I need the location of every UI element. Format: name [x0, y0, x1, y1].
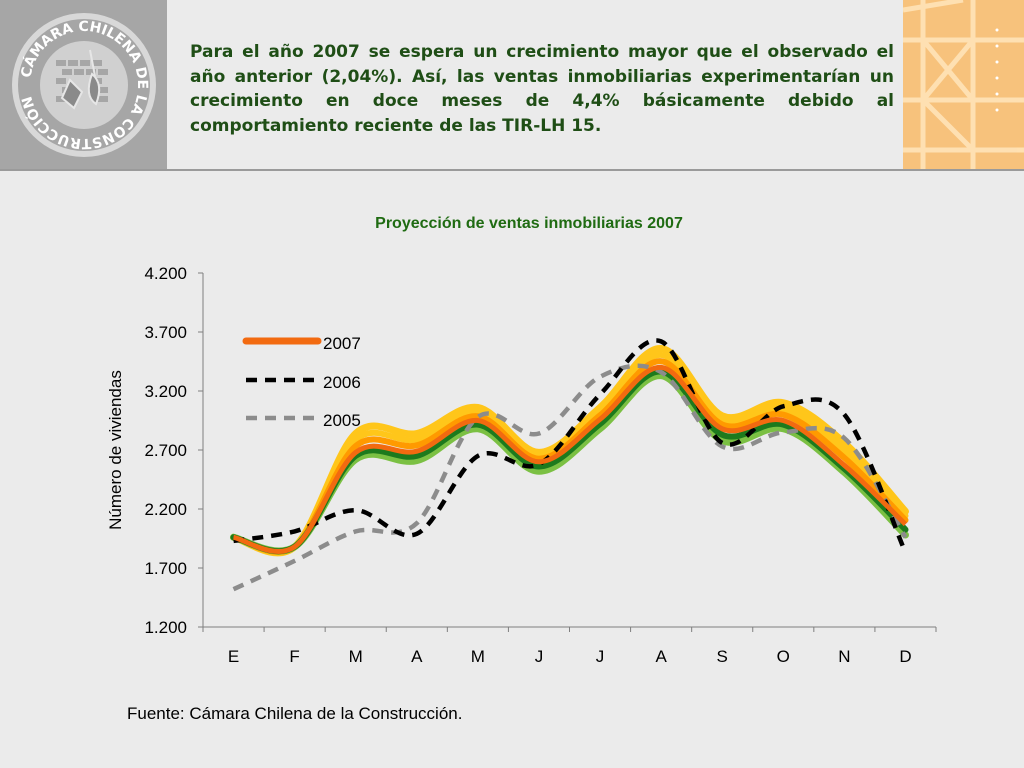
x-tick-label: E [228, 647, 239, 666]
x-tick-label: D [899, 647, 911, 666]
x-tick-label: N [838, 647, 850, 666]
series-line-2005 [232, 363, 908, 592]
header-summary: Para el año 2007 se espera un crecimient… [190, 42, 894, 136]
header-divider [0, 169, 1024, 171]
logo: CÁMARA CHILENA DE LA CONSTRUCCIÓN [0, 0, 167, 170]
y-tick-label: 1.700 [144, 559, 187, 578]
y-tick-label: 3.200 [144, 382, 187, 401]
x-tick-label: A [411, 647, 423, 666]
scaffold-icon [903, 0, 1024, 170]
series-line-2006 [233, 338, 908, 554]
sales-projection-chart: Proyección de ventas inmobiliarias 2007 … [106, 215, 937, 666]
x-tick-label: J [596, 647, 605, 666]
x-tick-label: F [289, 647, 299, 666]
legend-label-2006: 2006 [323, 373, 361, 392]
x-tick-label: O [777, 647, 790, 666]
y-axis: 1.200 1.700 2.200 2.700 3.200 3.700 4.200 [144, 264, 204, 637]
legend: 2007 2006 2005 [242, 334, 361, 430]
x-tick-label: M [349, 647, 363, 666]
chart-title: Proyección de ventas inmobiliarias 2007 [375, 215, 683, 232]
fan-lower-1 [230, 368, 909, 555]
slide-header: CÁMARA CHILENA DE LA CONSTRUCCIÓN Para e… [0, 0, 1024, 171]
y-tick-label: 2.200 [144, 500, 187, 519]
series-line-2007 [232, 364, 908, 554]
y-tick-label: 4.200 [144, 264, 187, 283]
x-tick-label: M [471, 647, 485, 666]
y-axis-label: Número de viviendas [106, 370, 125, 530]
decorative-scaffold-image [903, 0, 1024, 170]
source-note: Fuente: Cámara Chilena de la Construcció… [127, 704, 463, 723]
y-tick-label: 2.700 [144, 441, 187, 460]
x-tick-label: A [655, 647, 667, 666]
legend-label-2005: 2005 [323, 411, 361, 430]
series-lines [232, 338, 908, 592]
x-tick-label: S [717, 647, 728, 666]
legend-label-2007: 2007 [323, 334, 361, 353]
x-tick-label: J [535, 647, 544, 666]
cchc-logo-icon: CÁMARA CHILENA DE LA CONSTRUCCIÓN [12, 13, 156, 157]
y-tick-label: 3.700 [144, 323, 187, 342]
y-tick-label: 1.200 [144, 618, 187, 637]
